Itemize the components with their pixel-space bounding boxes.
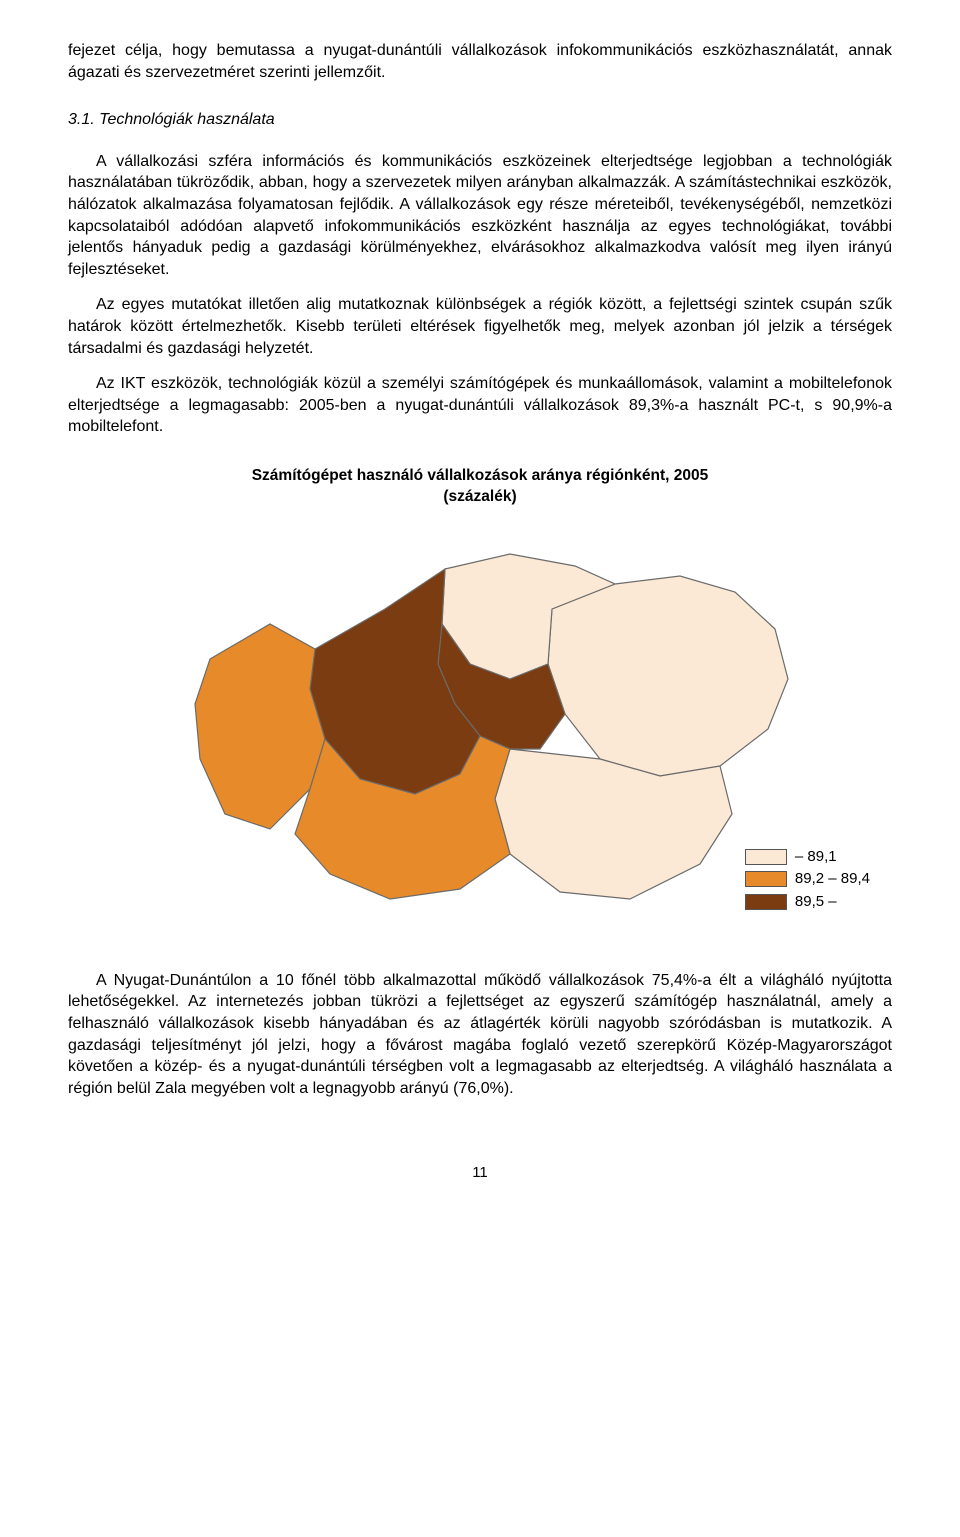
legend-row: 89,2 – 89,4 — [745, 869, 870, 889]
region-nyugat-dunantul — [195, 624, 325, 829]
chart-title-line2: (százalék) — [443, 488, 516, 505]
legend-swatch — [745, 849, 787, 865]
legend-swatch — [745, 894, 787, 910]
body-paragraph: Az egyes mutatókat illetően alig mutatko… — [68, 294, 892, 359]
choropleth-map: – 89,1 89,2 – 89,4 89,5 – — [68, 514, 892, 934]
map-legend: – 89,1 89,2 – 89,4 89,5 – — [745, 845, 870, 914]
closing-paragraph: A Nyugat-Dunántúlon a 10 főnél több alka… — [68, 970, 892, 1100]
legend-label: – 89,1 — [795, 847, 837, 867]
intro-fragment: fejezet célja, hogy bemutassa a nyugat-d… — [68, 40, 892, 83]
legend-label: 89,2 – 89,4 — [795, 869, 870, 889]
hungary-map-svg — [160, 514, 800, 934]
legend-swatch — [745, 871, 787, 887]
region-del-alfold — [495, 749, 732, 899]
chart-title: Számítógépet használó vállalkozások arán… — [68, 466, 892, 508]
body-paragraph: A vállalkozási szféra információs és kom… — [68, 151, 892, 281]
chart-title-line1: Számítógépet használó vállalkozások arán… — [252, 467, 709, 484]
legend-label: 89,5 – — [795, 892, 837, 912]
body-paragraph: Az IKT eszközök, technológiák közül a sz… — [68, 373, 892, 438]
region-eszak-alfold — [548, 576, 788, 776]
section-heading: 3.1. Technológiák használata — [68, 109, 892, 131]
map-canvas: – 89,1 89,2 – 89,4 89,5 – — [160, 514, 800, 934]
legend-row: – 89,1 — [745, 847, 870, 867]
page-number: 11 — [68, 1163, 892, 1183]
legend-row: 89,5 – — [745, 892, 870, 912]
